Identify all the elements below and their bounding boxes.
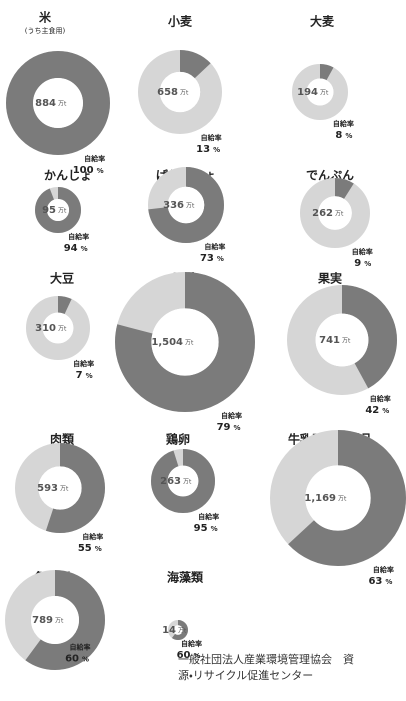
rate-unit: %: [211, 525, 218, 533]
center-value: 262: [312, 208, 333, 219]
center-unit: 万t: [180, 90, 189, 97]
chart-title: 大麦: [310, 14, 335, 29]
chart-title: 小麦: [168, 14, 193, 29]
rate-unit: %: [364, 260, 371, 268]
center-value: 194: [297, 87, 318, 98]
center-unit: 万t: [58, 326, 67, 333]
center-value: 310: [35, 323, 56, 334]
center-unit: 万t: [185, 340, 194, 347]
rate-label: 自給率: [70, 643, 91, 652]
rate-label: 自給率: [181, 639, 202, 648]
chart-subtitle: (うち主食用): [25, 26, 66, 35]
rate-label: 自給率: [373, 565, 394, 574]
center-unit: 万t: [58, 101, 67, 108]
rate-value: 9: [354, 258, 361, 269]
center-unit: 万t: [183, 479, 192, 486]
rate-value: 8: [335, 130, 342, 141]
chart-title: 鶏卵: [166, 432, 190, 447]
center-value: 741: [319, 335, 340, 346]
center-unit: 万t: [186, 203, 195, 210]
rate-label: 自給率: [82, 532, 103, 541]
rate-label: 自給率: [68, 232, 89, 241]
rate-value: 73: [200, 253, 214, 264]
rate-unit: %: [234, 424, 241, 432]
rate-label: 自給率: [221, 411, 242, 420]
center-unit: 万t: [338, 496, 347, 503]
center-value: 263: [160, 476, 181, 487]
rate-unit: %: [194, 652, 201, 660]
rate-unit: %: [95, 545, 102, 553]
center-unit: 万t: [178, 628, 187, 635]
center-value: 336: [163, 200, 184, 211]
footer-line: 源・リサイクル促進センター: [178, 668, 313, 682]
chart-title: 海藻類: [167, 570, 204, 585]
rate-label: 自給率: [198, 512, 219, 521]
rate-label: 自給率: [352, 247, 373, 256]
rate-unit: %: [345, 132, 352, 140]
center-value: 14: [162, 625, 176, 636]
footer-line: 一般社団法人産業環境管理協会 資: [178, 652, 354, 666]
rate-value: 42: [365, 405, 379, 416]
rate-value: 60: [65, 654, 79, 665]
rate-value: 79: [217, 422, 231, 433]
chart-title: 大豆: [50, 271, 74, 286]
rate-label: 自給率: [370, 394, 391, 403]
rate-unit: %: [82, 656, 89, 664]
rate-value: 7: [76, 370, 83, 381]
rate-value: 55: [78, 543, 92, 554]
center-unit: 万t: [335, 211, 344, 218]
center-value: 1,169: [304, 493, 336, 504]
rate-value: 63: [368, 576, 382, 587]
rate-value: 60: [177, 650, 191, 661]
infographic: 一般社団法人産業環境管理協会 資 源・リサイクル促進センター 米(うち主食用) 8…: [0, 0, 406, 697]
page: {"chart_data": [ {"type": "donut", "titl…: [0, 0, 406, 697]
rate-label: 自給率: [73, 359, 94, 368]
center-value: 593: [37, 483, 58, 494]
center-unit: 万t: [55, 618, 64, 625]
rate-label: 自給率: [84, 154, 105, 163]
rate-unit: %: [382, 407, 389, 415]
center-value: 789: [32, 615, 53, 626]
rate-value: 94: [64, 243, 78, 254]
rate-unit: %: [385, 578, 392, 586]
chart-title: かんしょ: [44, 169, 92, 183]
rate-unit: %: [97, 167, 104, 175]
center-unit: 万t: [342, 338, 351, 345]
rate-label: 自給率: [333, 119, 354, 128]
center-value: 658: [157, 87, 178, 98]
rate-unit: %: [86, 372, 93, 380]
center-unit: 万t: [320, 90, 329, 97]
center-value: 1,504: [151, 337, 183, 348]
rate-value: 13: [196, 144, 210, 155]
rate-label: 自給率: [204, 242, 225, 251]
chart-title: 米: [39, 10, 52, 25]
rate-unit: %: [213, 146, 220, 154]
center-value: 95: [42, 205, 56, 216]
rate-unit: %: [217, 255, 224, 263]
rate-label: 自給率: [201, 133, 222, 142]
center-unit: 万t: [60, 486, 69, 493]
rate-unit: %: [81, 245, 88, 253]
center-value: 884: [35, 98, 56, 109]
rate-value: 95: [194, 523, 208, 534]
chart-title: 果実: [317, 271, 342, 286]
center-unit: 万t: [58, 208, 67, 215]
